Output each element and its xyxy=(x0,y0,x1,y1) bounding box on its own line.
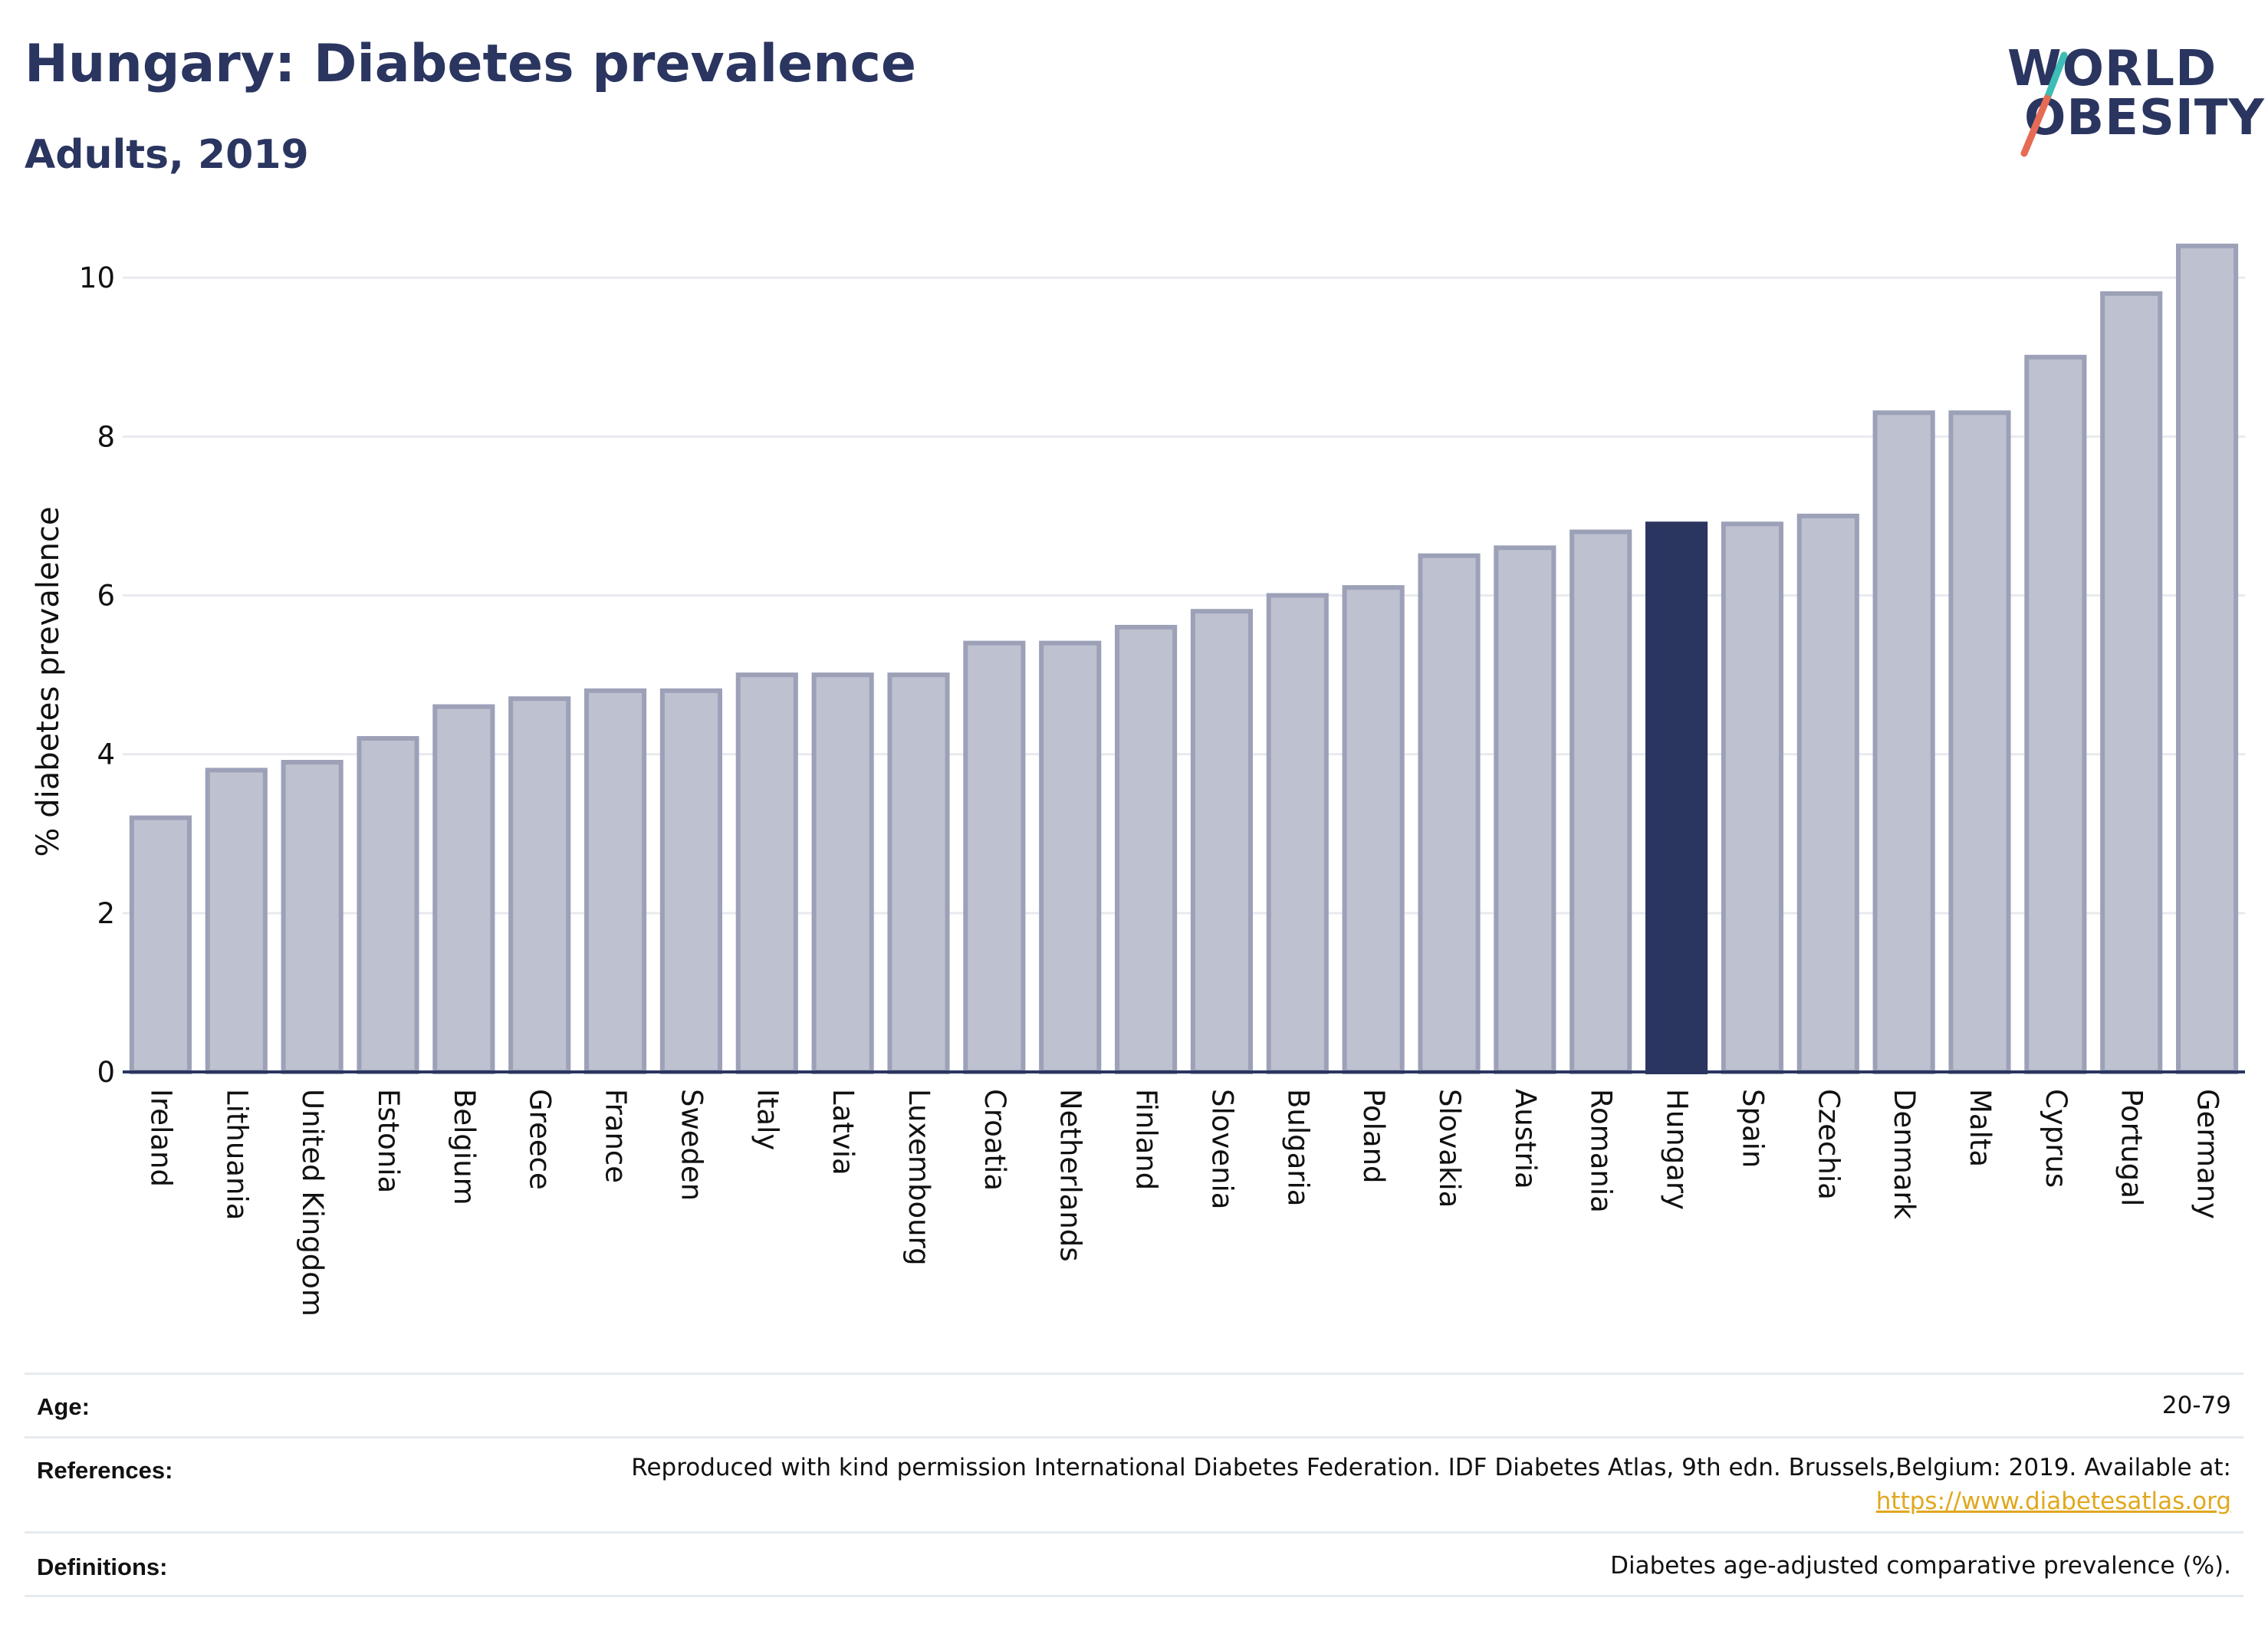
bar xyxy=(887,672,950,1074)
x-tick-label: Italy xyxy=(751,1089,784,1150)
x-tick-label: Slovakia xyxy=(1433,1089,1466,1208)
bar-chart: 0 2 4 6 8 10 % diabetes prevalence Ireland Lithu… xyxy=(31,243,2245,1317)
page-title: Hungary: Diabetes prevalence xyxy=(25,34,917,94)
x-tick-label: Lithuania xyxy=(220,1089,253,1220)
bar xyxy=(2024,354,2087,1074)
y-tick-label: 6 xyxy=(97,579,115,612)
bar xyxy=(1796,513,1859,1074)
y-tick-label: 4 xyxy=(97,738,115,771)
definitions-label: Definitions: xyxy=(37,1553,168,1580)
x-tick-label: Malta xyxy=(1964,1089,1997,1167)
x-tick-label: Czechia xyxy=(1812,1089,1845,1200)
x-tick-label: Finland xyxy=(1130,1089,1163,1190)
x-tick-label: Latvia xyxy=(827,1089,860,1175)
world-obesity-logo: WORLD OBESITY xyxy=(1994,38,2264,161)
references-label: References: xyxy=(37,1457,173,1484)
age-value: 20-79 xyxy=(2161,1392,2231,1419)
logo-line-1: WORLD xyxy=(2007,41,2217,97)
bar xyxy=(659,688,722,1075)
bar xyxy=(735,672,798,1074)
x-tick-label: Belgium xyxy=(448,1089,481,1205)
x-tick-label: Bulgaria xyxy=(1281,1089,1314,1206)
bar xyxy=(811,672,874,1074)
bar xyxy=(1948,410,2011,1074)
x-tick-label: Hungary xyxy=(1661,1089,1694,1210)
references-text: Reproduced with kind permission Internat… xyxy=(631,1454,2231,1481)
x-tick-label: Germany xyxy=(2191,1089,2224,1219)
y-tick-label: 0 xyxy=(97,1056,115,1089)
references-value: Reproduced with kind permission Internat… xyxy=(631,1451,2231,1518)
x-tick-label: France xyxy=(600,1089,633,1183)
bar xyxy=(357,735,419,1075)
x-tick-label: Netherlands xyxy=(1054,1089,1087,1262)
bar xyxy=(963,640,1026,1074)
definitions-value: Diabetes age-adjusted comparative preval… xyxy=(1610,1552,2231,1580)
age-label: Age: xyxy=(37,1393,90,1420)
bar xyxy=(1039,640,1102,1074)
x-tick-label: Sweden xyxy=(675,1089,708,1201)
bar xyxy=(1115,624,1178,1074)
x-tick-label: Slovenia xyxy=(1205,1089,1238,1209)
y-tick-label: 2 xyxy=(97,897,115,930)
x-tick-label: Spain xyxy=(1736,1089,1769,1168)
bar xyxy=(1342,585,1405,1074)
x-tick-label: Poland xyxy=(1357,1089,1390,1184)
x-tick-label: United Kingdom xyxy=(296,1089,329,1317)
x-tick-label: Cyprus xyxy=(2040,1089,2072,1188)
bar xyxy=(1570,529,1632,1074)
x-tick-label: Estonia xyxy=(372,1089,405,1193)
bar xyxy=(129,815,192,1075)
references-link[interactable]: https://www.diabetesatlas.org xyxy=(1875,1488,2231,1515)
x-tick-label: Austria xyxy=(1509,1089,1542,1189)
x-tick-label: Greece xyxy=(524,1089,557,1190)
bar xyxy=(584,688,647,1075)
y-tick-label: 8 xyxy=(97,420,115,453)
footer-row-age: Age: 20-79 xyxy=(25,1373,2243,1436)
x-tick-label: Denmark xyxy=(1888,1089,1921,1220)
x-tick-label: Portugal xyxy=(2115,1089,2148,1206)
bar xyxy=(432,704,495,1075)
page-subtitle: Adults, 2019 xyxy=(25,132,309,178)
bar xyxy=(2100,291,2163,1074)
bar xyxy=(1494,545,1556,1074)
bar xyxy=(1872,410,1935,1074)
bar xyxy=(1418,553,1481,1074)
footer-row-definitions: Definitions: Diabetes age-adjusted compa… xyxy=(25,1531,2243,1597)
x-tick-label: Luxembourg xyxy=(902,1089,935,1266)
bar xyxy=(281,760,343,1074)
x-tick-label: Romania xyxy=(1585,1089,1618,1213)
y-axis-label: % diabetes prevalence xyxy=(31,506,66,856)
logo-slash-icon xyxy=(2020,51,2068,157)
x-tick-label: Ireland xyxy=(144,1089,177,1187)
bar xyxy=(1190,609,1253,1074)
y-tick-label: 10 xyxy=(79,261,115,294)
bar xyxy=(205,768,268,1075)
bar xyxy=(1721,521,1783,1074)
bar-highlight xyxy=(1645,521,1708,1074)
footer-row-references: References: Reproduced with kind permiss… xyxy=(25,1436,2243,1532)
logo-line-2: OBESITY xyxy=(2024,90,2265,146)
x-tick-label: Croatia xyxy=(978,1089,1011,1191)
bar xyxy=(1266,593,1329,1074)
bar xyxy=(2176,243,2239,1074)
bar xyxy=(508,696,571,1074)
